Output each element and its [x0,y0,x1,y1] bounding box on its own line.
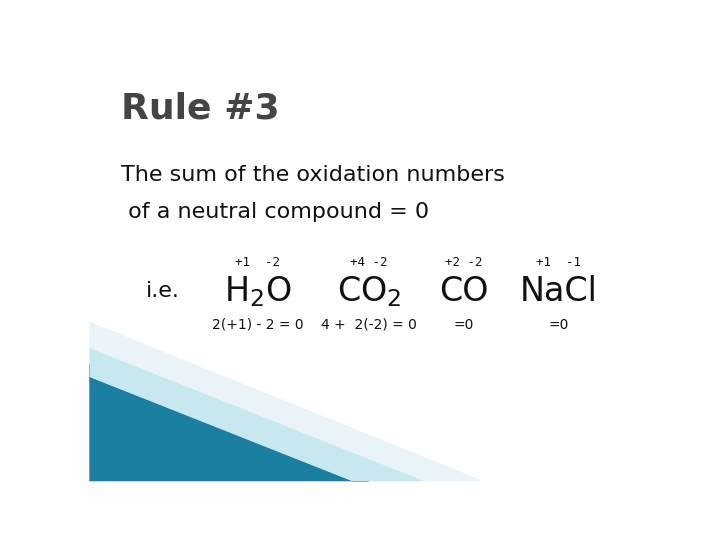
Text: +1  -1: +1 -1 [536,256,581,269]
Text: CO$_2$: CO$_2$ [337,274,401,309]
Polygon shape [90,364,369,481]
Polygon shape [90,322,481,481]
Text: NaCl: NaCl [520,275,598,308]
Text: H$_2$O: H$_2$O [224,274,291,309]
Text: =0: =0 [549,318,569,332]
Polygon shape [90,364,369,481]
Text: +2 -2: +2 -2 [445,256,482,269]
Text: CO: CO [439,275,489,308]
Text: +1  -2: +1 -2 [235,256,280,269]
Text: +4 -2: +4 -2 [350,256,388,269]
Text: 4 +  2(-2) = 0: 4 + 2(-2) = 0 [321,318,417,332]
Text: 2(+1) - 2 = 0: 2(+1) - 2 = 0 [212,318,303,332]
Text: =0: =0 [454,318,474,332]
Text: i.e.: i.e. [145,281,179,301]
Text: of a neutral compound = 0: of a neutral compound = 0 [121,202,429,222]
Polygon shape [90,348,425,481]
Text: Rule #3: Rule #3 [121,92,279,126]
Text: The sum of the oxidation numbers: The sum of the oxidation numbers [121,165,505,185]
